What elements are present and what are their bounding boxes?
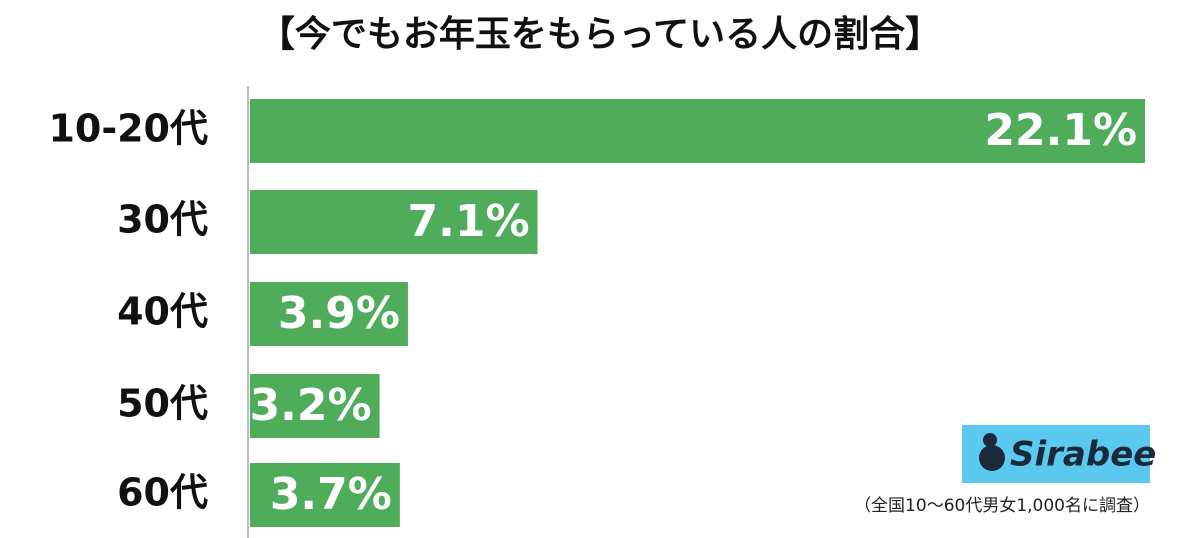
footnote: （全国10～60代男女1,000名に調査）	[854, 496, 1150, 516]
bar	[250, 282, 408, 346]
logo-text: Sirabee	[1010, 435, 1156, 475]
value-label: 3.2%	[250, 380, 372, 431]
category-label: 10-20代	[48, 107, 208, 151]
bar	[250, 190, 538, 254]
category-label: 50代	[117, 382, 208, 426]
value-label: 7.1%	[408, 196, 530, 247]
bar	[250, 99, 1146, 163]
logo-icon	[979, 445, 1005, 471]
bar	[250, 374, 380, 438]
value-label: 3.7%	[270, 469, 392, 520]
logo-icon	[983, 433, 997, 447]
chart-title: 【今でもお年玉をもらっている人の割合】	[259, 14, 941, 55]
value-label: 3.9%	[278, 288, 400, 339]
category-label: 60代	[117, 471, 208, 515]
value-label: 22.1%	[984, 105, 1137, 156]
category-label: 30代	[117, 198, 208, 242]
bar	[250, 463, 400, 527]
category-label: 40代	[117, 290, 208, 334]
